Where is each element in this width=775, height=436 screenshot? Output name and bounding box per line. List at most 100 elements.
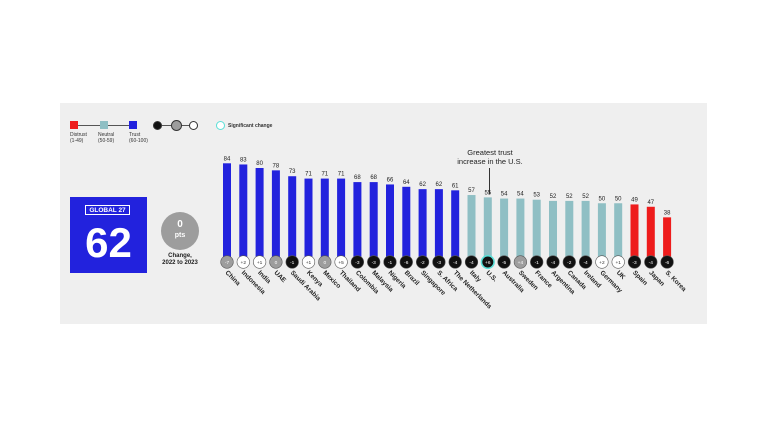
bar-15	[467, 195, 476, 262]
bar-value-label-11: 64	[403, 180, 410, 186]
bar-value-label-1: 83	[240, 157, 247, 163]
bar-value-label-12: 62	[419, 182, 426, 188]
bar-value-label-19: 53	[533, 193, 540, 199]
global-label: GLOBAL 27	[85, 205, 130, 215]
bar-22	[581, 200, 590, 262]
change-dot-label-9: -3	[372, 260, 377, 266]
bar-19	[532, 199, 541, 262]
bar-7	[337, 178, 346, 262]
bar-21	[565, 200, 574, 262]
change-unit: pts	[174, 232, 186, 239]
bar-value-label-2: 80	[256, 161, 263, 167]
change-dot-label-12: -2	[420, 260, 425, 266]
bar-3	[271, 170, 280, 262]
category-label-27: S. Korea	[664, 269, 688, 293]
bar-25	[630, 204, 639, 262]
change-dot-label-5: +1	[306, 260, 312, 266]
legend-trust-label: Trust (60-100)	[129, 132, 148, 144]
bar-9	[369, 182, 378, 262]
bar-17	[500, 198, 509, 262]
change-dot-label-3: 0	[275, 260, 278, 266]
change-dot-22	[578, 255, 593, 269]
change-dot-label-14: -4	[453, 260, 458, 266]
change-dot-20	[546, 255, 560, 269]
change-value: 0	[177, 219, 183, 230]
bar-value-label-27: 38	[664, 210, 671, 216]
bar-value-label-14: 61	[452, 183, 459, 189]
change-dot-8	[350, 255, 365, 269]
legend-distrust-label: Distrust (1-49)	[70, 132, 87, 144]
bar-value-label-23: 50	[599, 196, 606, 202]
bar-27	[663, 217, 672, 262]
change-dot-label-11: -6	[404, 260, 409, 266]
change-dot-2	[253, 255, 267, 269]
change-dot-label-15: -4	[469, 260, 474, 266]
change-dot-label-24: +1	[615, 260, 621, 266]
change-dot-label-16: +6	[485, 260, 491, 266]
change-dot-15	[464, 255, 479, 269]
bar-11	[402, 186, 411, 262]
category-label-3: UAE	[272, 269, 287, 284]
change-dot-18	[513, 255, 528, 269]
change-dot-13	[432, 255, 446, 269]
bar-value-label-25: 49	[631, 197, 638, 203]
category-label-25: Spain	[631, 269, 648, 286]
change-dot-11	[399, 255, 413, 269]
bar-4	[288, 176, 297, 262]
category-label-26: Japan	[647, 269, 665, 287]
change-dot-24	[611, 255, 625, 269]
change-dot-label-21: -2	[567, 260, 572, 266]
bar-24	[614, 203, 623, 262]
bar-value-label-4: 73	[289, 169, 296, 175]
bar-value-label-16: 55	[484, 190, 491, 196]
change-dot-9	[367, 255, 381, 269]
change-dot-label-1: +2	[241, 260, 247, 266]
change-dot-label-26: -4	[649, 260, 654, 266]
change-dot-label-20: -4	[551, 260, 556, 266]
change-dot-4	[285, 255, 299, 269]
bar-6	[320, 178, 329, 262]
bar-value-label-7: 71	[338, 172, 345, 178]
category-label-0: China	[224, 269, 242, 287]
change-dot-7	[334, 255, 348, 269]
change-dot-label-25: -3	[632, 260, 637, 266]
bar-value-label-20: 52	[550, 194, 557, 200]
legend-increase-dot	[189, 121, 198, 130]
bar-1	[239, 164, 248, 262]
change-dot-12	[416, 255, 430, 269]
change-dot-5	[301, 255, 316, 269]
bar-value-label-13: 62	[436, 182, 443, 188]
bar-18	[516, 198, 525, 262]
bar-14	[451, 190, 460, 262]
bar-value-label-24: 50	[615, 196, 622, 202]
bar-10	[386, 184, 394, 262]
annotation-text: Greatest trust increase in the U.S.	[457, 148, 523, 166]
change-dot-16	[480, 254, 495, 270]
global-value: 62	[85, 219, 132, 266]
change-dot-label-7: +5	[338, 260, 344, 266]
bar-16	[483, 197, 492, 262]
change-dot-27	[660, 255, 674, 269]
bar-8	[353, 182, 362, 262]
bar-value-label-26: 47	[647, 200, 654, 206]
change-dot-26	[644, 255, 658, 269]
bar-2	[255, 168, 264, 262]
bar-5	[304, 178, 313, 262]
bar-value-label-10: 66	[387, 177, 394, 183]
global-index-box: GLOBAL 27 62	[70, 197, 147, 273]
change-dot-21	[562, 255, 576, 269]
change-dot-6	[318, 255, 332, 269]
bar-value-label-15: 57	[468, 188, 475, 194]
change-dot-label-22: -4	[583, 260, 588, 266]
change-caption: Change, 2022 to 2023	[162, 253, 198, 266]
bar-20	[549, 200, 557, 262]
bar-12	[418, 189, 427, 262]
change-dot-3	[269, 255, 283, 269]
bar-value-label-5: 71	[305, 172, 312, 178]
change-dot-label-10: -1	[388, 260, 393, 266]
change-dot-14	[448, 255, 462, 269]
bar-value-label-21: 52	[566, 194, 573, 200]
significant-change-icon	[216, 121, 225, 130]
bar-value-label-9: 68	[370, 175, 377, 181]
